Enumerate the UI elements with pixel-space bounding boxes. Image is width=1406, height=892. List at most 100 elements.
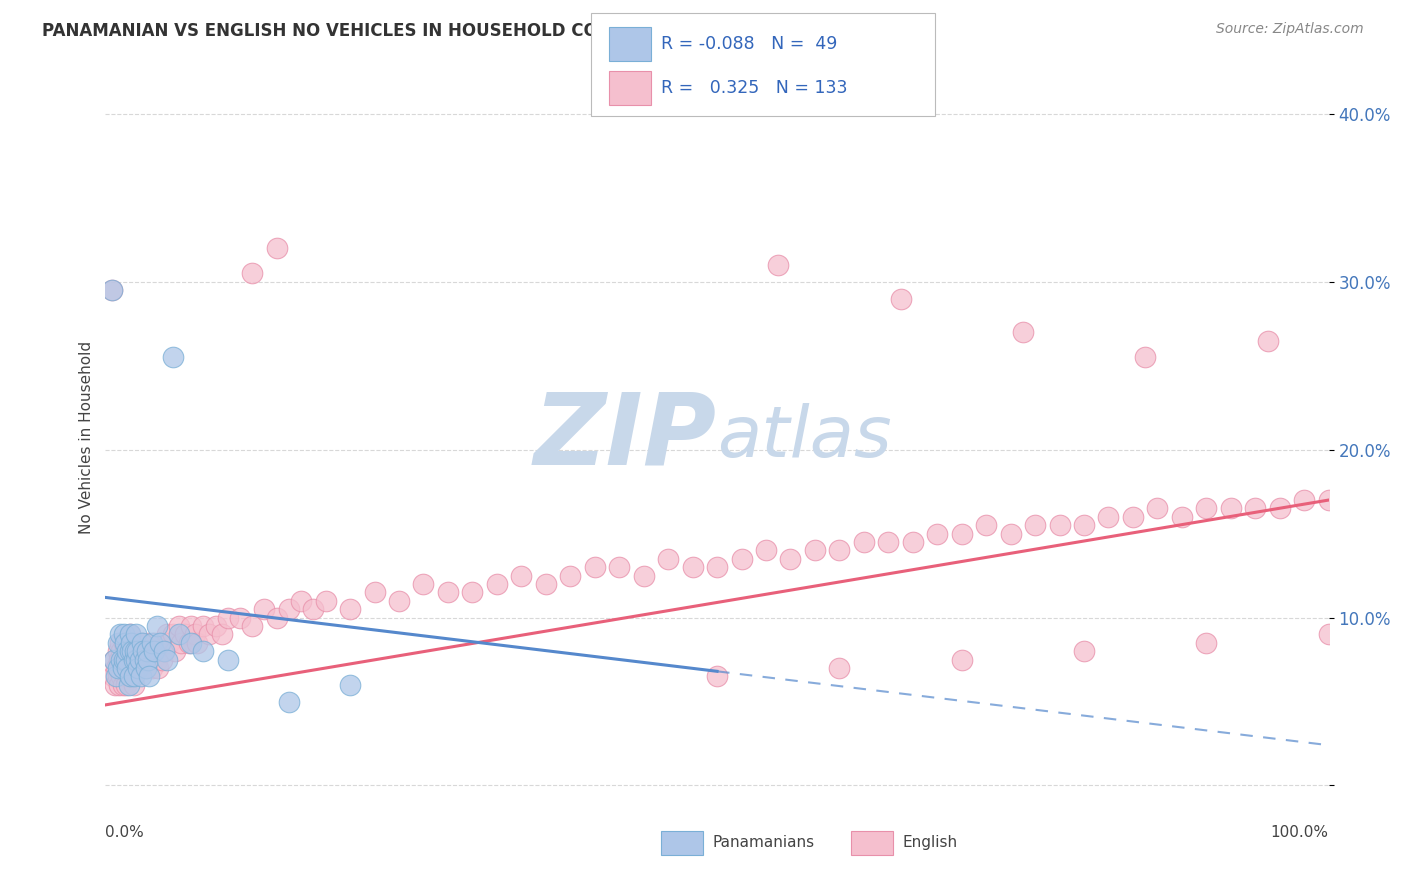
Point	[103, 652, 125, 666]
Text: 100.0%: 100.0%	[1271, 825, 1329, 840]
Point	[510, 568, 533, 582]
Point	[115, 678, 138, 692]
Point	[120, 636, 142, 650]
Point	[165, 644, 187, 658]
Point	[127, 644, 149, 658]
Point	[657, 551, 679, 566]
Point	[162, 627, 184, 641]
Point	[143, 644, 166, 658]
Point	[315, 594, 337, 608]
Point	[155, 627, 177, 641]
Text: R =   0.325   N = 133: R = 0.325 N = 133	[661, 79, 848, 97]
Point	[266, 241, 288, 255]
Point	[290, 594, 312, 608]
Point	[170, 636, 193, 650]
Point	[412, 577, 434, 591]
Point	[146, 652, 169, 666]
Point	[1097, 509, 1119, 524]
Point	[302, 602, 325, 616]
Point	[950, 526, 973, 541]
Point	[122, 678, 145, 692]
Point	[118, 669, 141, 683]
Point	[193, 619, 215, 633]
Point	[180, 636, 202, 650]
Point	[114, 669, 136, 683]
Point	[131, 636, 153, 650]
Point	[124, 644, 146, 658]
Point	[127, 652, 149, 666]
Point	[127, 661, 149, 675]
Point	[118, 678, 141, 692]
Point	[117, 661, 139, 675]
Point	[755, 543, 778, 558]
Point	[104, 678, 127, 692]
Point	[706, 669, 728, 683]
Text: PANAMANIAN VS ENGLISH NO VEHICLES IN HOUSEHOLD CORRELATION CHART: PANAMANIAN VS ENGLISH NO VEHICLES IN HOU…	[42, 22, 770, 40]
Point	[120, 644, 142, 658]
Point	[852, 535, 875, 549]
Point	[1268, 501, 1291, 516]
Point	[108, 678, 131, 692]
Point	[266, 610, 288, 624]
Point	[437, 585, 460, 599]
Point	[111, 678, 134, 692]
Point	[1073, 644, 1095, 658]
Point	[1317, 493, 1340, 508]
Point	[117, 661, 139, 675]
Text: 0.0%: 0.0%	[105, 825, 145, 840]
Point	[901, 535, 924, 549]
Text: English: English	[903, 835, 957, 850]
Point	[278, 694, 301, 708]
Point	[950, 652, 973, 666]
Point	[112, 661, 135, 675]
Point	[204, 619, 226, 633]
Point	[122, 652, 145, 666]
Point	[1122, 509, 1144, 524]
Point	[240, 619, 263, 633]
Point	[180, 619, 202, 633]
Point	[122, 652, 145, 666]
Point	[607, 560, 630, 574]
Point	[804, 543, 827, 558]
Point	[134, 652, 156, 666]
Point	[134, 652, 156, 666]
Point	[534, 577, 557, 591]
Point	[100, 283, 122, 297]
Point	[174, 627, 197, 641]
Point	[889, 292, 911, 306]
Point	[1011, 325, 1033, 339]
Point	[103, 652, 125, 666]
Point	[114, 644, 136, 658]
Point	[135, 661, 157, 675]
Text: Panamanians: Panamanians	[713, 835, 815, 850]
Point	[105, 669, 128, 683]
Point	[129, 669, 152, 683]
Point	[1133, 351, 1156, 365]
Point	[155, 652, 177, 666]
Point	[339, 678, 361, 692]
Point	[101, 669, 124, 683]
Point	[131, 636, 153, 650]
Point	[125, 636, 148, 650]
Point	[1195, 636, 1218, 650]
Point	[388, 594, 411, 608]
Point	[111, 661, 134, 675]
Point	[153, 644, 176, 658]
Point	[112, 652, 135, 666]
Point	[278, 602, 301, 616]
Text: ZIP: ZIP	[534, 389, 717, 485]
Point	[1294, 493, 1316, 508]
Point	[1317, 627, 1340, 641]
Point	[148, 644, 170, 658]
Point	[461, 585, 484, 599]
Point	[107, 669, 129, 683]
Point	[1256, 334, 1278, 348]
Point	[112, 627, 135, 641]
Point	[1049, 518, 1071, 533]
Point	[198, 627, 221, 641]
Point	[110, 669, 132, 683]
Point	[339, 602, 361, 616]
Point	[146, 661, 169, 675]
Point	[141, 636, 163, 650]
Point	[132, 644, 155, 658]
